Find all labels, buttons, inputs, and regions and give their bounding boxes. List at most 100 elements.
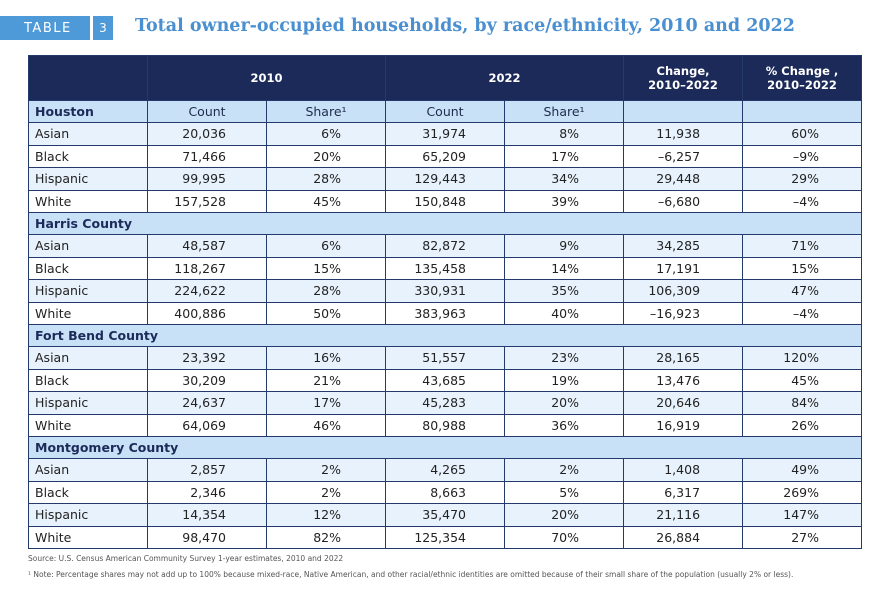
cell-count-2022: 135,458 xyxy=(385,256,506,280)
cell-count-2022: 129,443 xyxy=(385,167,506,191)
cell-share-2022: 14% xyxy=(504,256,625,280)
table-body: Houston Count Share¹ Count Share¹ Asian 20,036… xyxy=(27,100,863,549)
cell-share-2010: 17% xyxy=(265,391,387,415)
cell-group: Hispanic xyxy=(28,391,148,415)
cell-group: Asian xyxy=(28,122,148,146)
cell-pct-change: 120% xyxy=(742,346,863,370)
cell-share-2010: 20% xyxy=(265,144,387,168)
cell-count-2022: 150,848 xyxy=(385,189,506,213)
cell-group: Black xyxy=(28,144,148,168)
cell-count-2010: 23,392 xyxy=(147,346,267,370)
header-year-2010: 2010 xyxy=(146,55,387,101)
cell-group: Asian xyxy=(28,458,148,482)
cell-count-2022: 35,470 xyxy=(385,503,506,527)
cell-share-2010: 15% xyxy=(265,256,387,280)
cell-share-2022: 2% xyxy=(504,458,625,482)
table-row: Asian 48,587 6% 82,872 9% 34,285 71% xyxy=(28,234,863,258)
cell-count-2010: 99,995 xyxy=(147,167,267,191)
cell-count-2022: 330,931 xyxy=(385,279,506,303)
cell-share-2010: 28% xyxy=(265,167,387,191)
table-row: Black 30,209 21% 43,685 19% 13,476 45% xyxy=(28,368,863,392)
cell-count-2010: 24,637 xyxy=(147,391,267,415)
table-row: Hispanic 99,995 28% 129,443 34% 29,448 29% xyxy=(28,167,863,191)
region-name: Houston xyxy=(28,100,148,123)
cell-change: 21,116 xyxy=(623,503,744,527)
cell-count-2022: 51,557 xyxy=(385,346,506,370)
subheader-count-2022: Count xyxy=(385,100,506,123)
cell-change: 1,408 xyxy=(623,458,744,482)
cell-count-2010: 71,466 xyxy=(147,144,267,168)
cell-count-2022: 383,963 xyxy=(385,301,506,325)
cell-share-2010: 50% xyxy=(265,301,387,325)
cell-pct-change: 147% xyxy=(742,503,863,527)
cell-count-2022: 82,872 xyxy=(385,234,506,258)
cell-group: Hispanic xyxy=(28,503,148,527)
cell-change: 26,884 xyxy=(623,525,744,549)
cell-group: White xyxy=(28,413,148,437)
header-pct-change: % Change , 2010–2022 xyxy=(742,55,863,101)
cell-share-2010: 46% xyxy=(265,413,387,437)
cell-count-2022: 125,354 xyxy=(385,525,506,549)
cell-count-2022: 43,685 xyxy=(385,368,506,392)
cell-share-2010: 6% xyxy=(265,122,387,146)
region-name: Fort Bend County xyxy=(27,324,863,347)
cell-share-2022: 20% xyxy=(504,391,625,415)
table-tag: TABLE xyxy=(0,16,90,40)
cell-change: 11,938 xyxy=(623,122,744,146)
table-number: 3 xyxy=(93,16,113,40)
cell-change: –6,680 xyxy=(623,189,744,213)
table-row: Hispanic 224,622 28% 330,931 35% 106,309 47% xyxy=(28,279,863,303)
cell-group: Black xyxy=(28,256,148,280)
cell-group: Black xyxy=(28,368,148,392)
cell-count-2010: 2,346 xyxy=(147,480,267,504)
cell-share-2010: 6% xyxy=(265,234,387,258)
table-row: Hispanic 24,637 17% 45,283 20% 20,646 84% xyxy=(28,391,863,415)
column-header-row: 2010 2022 Change, 2010–2022 % Change , 2… xyxy=(28,55,863,101)
cell-count-2010: 98,470 xyxy=(147,525,267,549)
source-note: Source: U.S. Census American Community S… xyxy=(28,554,344,563)
cell-pct-change: 26% xyxy=(742,413,863,437)
subheader-count-2010: Count xyxy=(147,100,267,123)
cell-share-2010: 45% xyxy=(265,189,387,213)
cell-pct-change: 15% xyxy=(742,256,863,280)
subheader-share-2022: Share¹ xyxy=(504,100,625,123)
cell-change: –16,923 xyxy=(623,301,744,325)
cell-share-2022: 34% xyxy=(504,167,625,191)
cell-group: Asian xyxy=(28,234,148,258)
region-name: Montgomery County xyxy=(27,436,863,459)
cell-change: 34,285 xyxy=(623,234,744,258)
cell-pct-change: –4% xyxy=(742,301,863,325)
cell-count-2022: 80,988 xyxy=(385,413,506,437)
cell-count-2010: 400,886 xyxy=(147,301,267,325)
table-row: Asian 20,036 6% 31,974 8% 11,938 60% xyxy=(28,122,863,146)
cell-group: White xyxy=(28,189,148,213)
header-change-range: 2010–2022 xyxy=(648,78,718,92)
cell-share-2010: 2% xyxy=(265,480,387,504)
data-table: 2010 2022 Change, 2010–2022 % Change , 2… xyxy=(27,55,863,549)
table-row: Black 2,346 2% 8,663 5% 6,317 269% xyxy=(28,480,863,504)
cell-group: Black xyxy=(28,480,148,504)
title-row: TABLE 3 Total owner-occupied households,… xyxy=(0,13,890,40)
cell-change: 29,448 xyxy=(623,167,744,191)
cell-count-2010: 20,036 xyxy=(147,122,267,146)
cell-pct-change: 47% xyxy=(742,279,863,303)
region-name: Harris County xyxy=(27,212,863,235)
table-row: Asian 23,392 16% 51,557 23% 28,165 120% xyxy=(28,346,863,370)
cell-share-2022: 39% xyxy=(504,189,625,213)
region-header-row: Montgomery County xyxy=(27,436,863,459)
cell-pct-change: 269% xyxy=(742,480,863,504)
subheader-blank xyxy=(623,100,744,123)
cell-share-2022: 23% xyxy=(504,346,625,370)
region-header-row: Fort Bend County xyxy=(27,324,863,347)
page-title: Total owner-occupied households, by race… xyxy=(135,16,795,36)
cell-pct-change: 71% xyxy=(742,234,863,258)
cell-share-2010: 21% xyxy=(265,368,387,392)
cell-pct-change: 27% xyxy=(742,525,863,549)
cell-count-2010: 64,069 xyxy=(147,413,267,437)
cell-count-2010: 224,622 xyxy=(147,279,267,303)
cell-pct-change: 49% xyxy=(742,458,863,482)
cell-count-2010: 2,857 xyxy=(147,458,267,482)
cell-change: 17,191 xyxy=(623,256,744,280)
cell-pct-change: 29% xyxy=(742,167,863,191)
cell-count-2022: 45,283 xyxy=(385,391,506,415)
